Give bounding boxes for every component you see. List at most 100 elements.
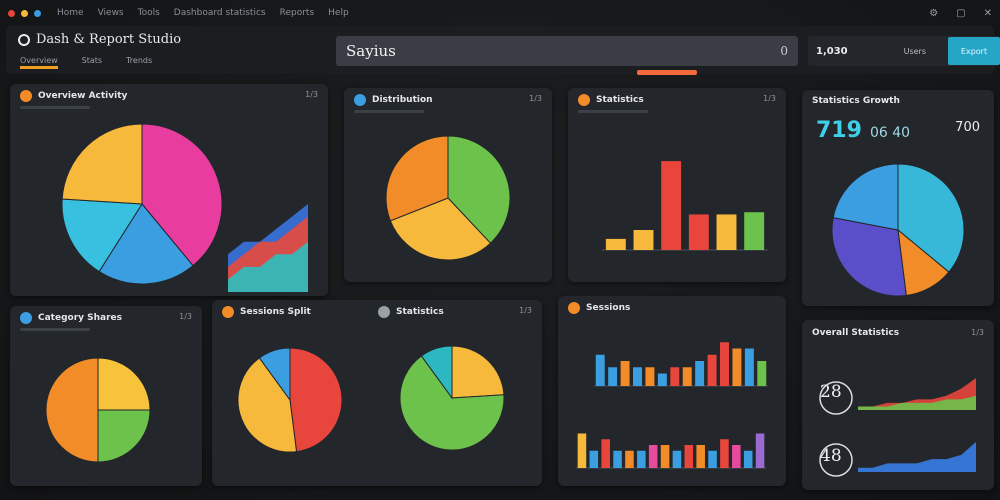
card-overview: Overview Activity 1/3 xyxy=(10,84,328,296)
card-chart-area xyxy=(602,161,768,251)
pie-slice xyxy=(258,347,291,402)
search-field[interactable]: Sayius 0 xyxy=(336,36,798,66)
user-label: Users xyxy=(903,46,926,56)
bar-chart-icon xyxy=(578,94,590,106)
tab-stats[interactable]: Stats xyxy=(81,56,103,65)
card-subtitle-bar xyxy=(20,328,90,331)
user-count: 1,030 xyxy=(816,45,848,57)
stat-value-bottom: 48 xyxy=(820,446,842,466)
card-subtitle-bar xyxy=(354,110,424,113)
header-bar: Dash & Report Studio Overview Stats Tren… xyxy=(6,26,1000,74)
pie-slice xyxy=(289,347,343,453)
card-chart-area xyxy=(819,378,976,477)
pie-slice xyxy=(831,217,907,297)
pie-slice xyxy=(237,357,298,453)
pie-slice xyxy=(97,357,151,411)
chart-icon xyxy=(568,302,580,314)
card-title: Category Shares xyxy=(38,313,123,323)
bar xyxy=(660,445,670,468)
pie-slice xyxy=(61,123,143,205)
close-dot-icon[interactable] xyxy=(8,9,15,17)
menu-item-tools[interactable]: Tools xyxy=(137,8,160,18)
maximize-dot-icon[interactable] xyxy=(34,9,41,17)
pie-slice xyxy=(61,198,143,273)
settings-icon[interactable]: ⚙ xyxy=(929,7,939,19)
close-icon[interactable]: ✕ xyxy=(983,7,992,19)
card-page: 1/3 xyxy=(763,94,776,103)
pie-slice xyxy=(389,197,492,261)
search-go-button[interactable]: 0 xyxy=(780,44,788,58)
bar xyxy=(605,238,626,250)
pie-chart xyxy=(399,345,505,451)
globe-icon xyxy=(354,94,366,106)
bar xyxy=(708,450,717,468)
card-chart-area xyxy=(576,342,768,469)
big-number-secondary: 06 40 xyxy=(869,125,911,141)
card-page: 1/3 xyxy=(529,94,542,103)
pie-slice xyxy=(97,409,151,463)
export-button[interactable]: Export xyxy=(948,37,1000,65)
area-chart xyxy=(858,442,976,472)
pie-slice xyxy=(447,135,511,244)
card-subtitle-bar xyxy=(20,106,90,109)
bar xyxy=(743,450,753,468)
area-chart xyxy=(228,204,308,292)
bar xyxy=(682,367,692,386)
card-overall: Overall Statistics 1/3 28 48 xyxy=(802,320,994,490)
card-category: Category Shares 1/3 xyxy=(10,306,202,486)
card-page: 1/3 xyxy=(305,90,318,99)
area-chart xyxy=(858,378,976,410)
bar xyxy=(620,361,630,386)
card-page: 1/3 xyxy=(179,312,192,321)
card-title: Overview Activity xyxy=(38,91,128,101)
menu-item-home[interactable]: Home xyxy=(57,8,84,18)
bar xyxy=(757,361,767,386)
bar-chart xyxy=(594,342,768,387)
bar xyxy=(657,373,667,386)
card-chart-area xyxy=(385,135,511,261)
search-input[interactable]: Sayius xyxy=(346,42,396,60)
card-sessions: Sessions xyxy=(558,296,786,486)
stat-ring-bottom xyxy=(819,443,853,477)
area-series xyxy=(858,395,976,410)
bar xyxy=(670,367,680,386)
minimize-dot-icon[interactable] xyxy=(21,9,28,17)
card-growth: Statistics Growth 719 06 40 700 xyxy=(802,90,994,306)
menu-item-help[interactable]: Help xyxy=(328,8,349,18)
card-chart-area xyxy=(61,123,308,292)
tab-overview[interactable]: Overview xyxy=(20,56,58,69)
card-title: Overall Statistics xyxy=(812,328,900,338)
globe-icon xyxy=(20,312,32,324)
app-title: Dash & Report Studio xyxy=(18,32,181,47)
pie-slice xyxy=(45,357,99,463)
menu-item-reports[interactable]: Reports xyxy=(279,8,315,18)
bar xyxy=(744,212,765,250)
pie-slice xyxy=(385,135,449,222)
stat-ring-top xyxy=(819,381,853,415)
window-icon[interactable]: ▢ xyxy=(956,7,966,19)
menu-item-dashboard[interactable]: Dashboard statistics xyxy=(173,8,266,18)
card-sessions-split: Sessions Split Statistics 1/3 xyxy=(212,300,542,486)
bar xyxy=(688,214,709,250)
bar xyxy=(601,439,610,468)
bar xyxy=(707,354,717,386)
bar xyxy=(684,445,694,468)
chart-icon xyxy=(222,306,234,318)
card-title-second: Statistics xyxy=(396,307,444,317)
bar xyxy=(716,214,737,250)
pie-slice xyxy=(141,123,223,267)
big-number-primary: 719 xyxy=(816,118,862,143)
card-title: Sessions xyxy=(586,303,631,313)
pie-chart xyxy=(385,135,511,261)
bar xyxy=(695,361,705,386)
bar xyxy=(696,445,705,468)
tab-trends[interactable]: Trends xyxy=(126,56,153,65)
bar xyxy=(589,450,599,468)
menu-item-views[interactable]: Views xyxy=(97,8,124,18)
bar xyxy=(595,354,605,386)
card-title: Statistics xyxy=(596,95,644,105)
card-title: Sessions Split xyxy=(240,307,311,317)
area-series xyxy=(228,241,308,292)
subnav-tabs: Overview Stats Trends xyxy=(20,56,152,69)
